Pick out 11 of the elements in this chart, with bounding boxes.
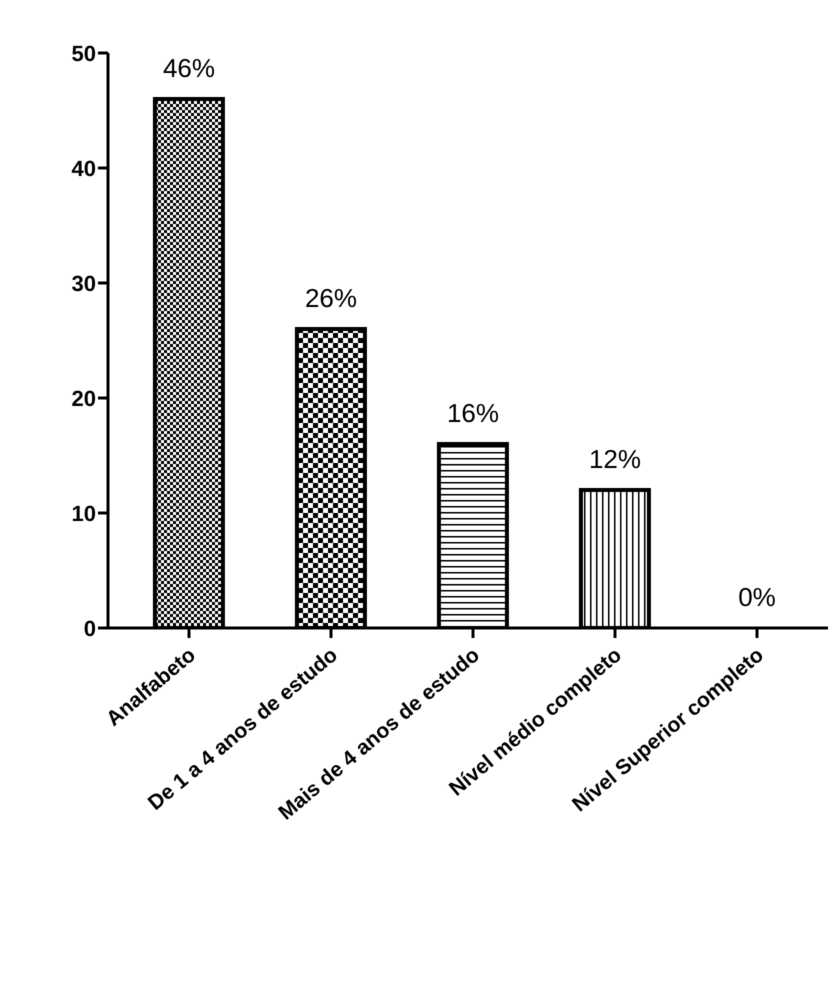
data-label: 26%	[304, 283, 358, 313]
y-tick-label: 10	[72, 500, 96, 526]
data-label: 12%	[588, 444, 642, 474]
y-tick-label: 20	[72, 386, 96, 411]
y-tick-label: 0	[84, 616, 96, 641]
data-label: 0%	[738, 582, 776, 612]
y-tick-label: 30	[72, 270, 96, 296]
data-label: 46%	[162, 53, 216, 83]
y-tick-label: 40	[72, 156, 96, 181]
data-label: 16%	[446, 398, 500, 428]
y-tick-label: 50	[72, 40, 96, 66]
